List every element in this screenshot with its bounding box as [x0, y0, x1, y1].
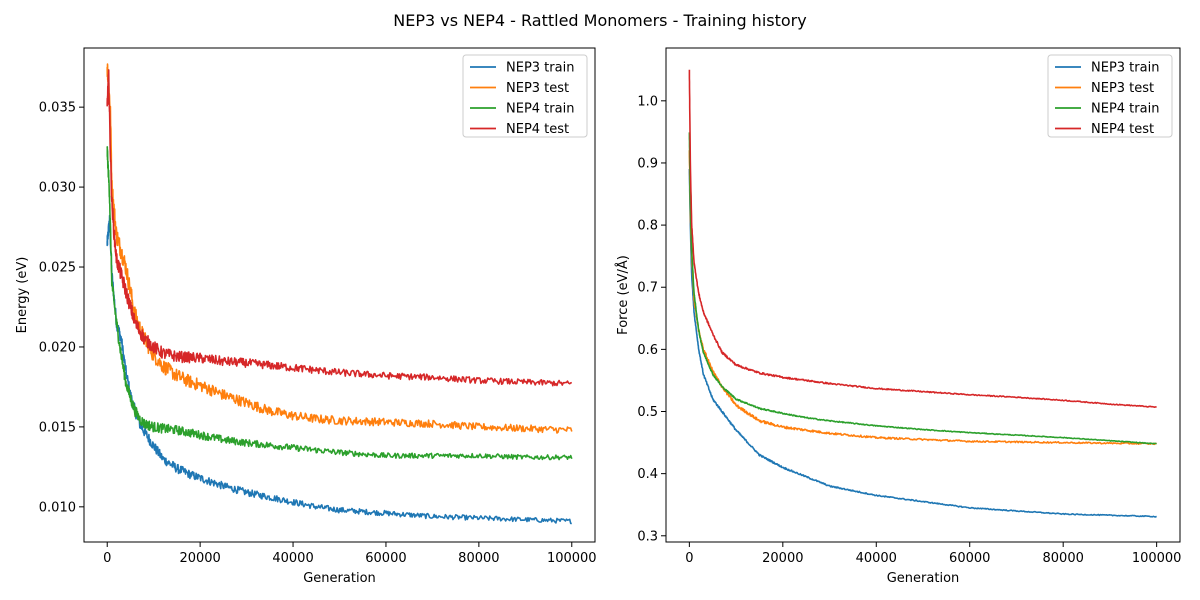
- x-tick-label: 0: [685, 551, 693, 566]
- axes-force: 0 20000 40000 60000 80000 100000 0.3 0.4 0.5 0.6 0…: [615, 47, 1182, 586]
- x-tick-label: 20000: [762, 551, 803, 566]
- x-tick-label: 100000: [1132, 551, 1182, 566]
- legend-label: NEP3 test: [1091, 81, 1154, 96]
- series-line-nep4-train: [106, 146, 573, 461]
- y-tick-label: 0.035: [39, 101, 76, 116]
- series-line-nep3-test: [106, 63, 573, 434]
- legend-label: NEP4 test: [1091, 122, 1154, 137]
- legend-label: NEP3 train: [1091, 61, 1159, 76]
- legend-frame: [1047, 54, 1173, 138]
- y-axis-label: Energy (eV): [15, 257, 30, 334]
- legend-label: NEP3 train: [506, 61, 574, 76]
- y-tick-label: 0.3: [637, 529, 658, 544]
- x-tick-label: 60000: [365, 551, 406, 566]
- series-line-nep3-test: [688, 149, 1157, 446]
- x-tick-label: 80000: [458, 551, 499, 566]
- y-axis-label: Force (eV/Å): [615, 255, 631, 335]
- y-tick-label: 0.9: [637, 156, 658, 171]
- y-tick-label: 0.7: [637, 281, 658, 296]
- x-axis-label: Generation: [887, 571, 960, 586]
- x-axis-label: Generation: [303, 571, 376, 586]
- figure-title: NEP3 vs NEP4 - Rattled Monomers - Traini…: [393, 11, 806, 30]
- axes-frame: [665, 47, 1181, 543]
- axes-frame: [83, 47, 596, 543]
- y-tick-label: 1.0: [637, 94, 658, 109]
- x-tick-label: 60000: [949, 551, 990, 566]
- x-tick-label: 40000: [272, 551, 313, 566]
- y-tick-label: 0.025: [39, 261, 76, 276]
- y-tick-label: 0.6: [637, 343, 658, 358]
- axes-container: 0 20000 40000 60000 80000 100000 0.010 0.015 0.0…: [15, 47, 1182, 586]
- legend-label: NEP4 train: [506, 102, 574, 117]
- x-tick-label: 100000: [547, 551, 597, 566]
- axes-energy: 0 20000 40000 60000 80000 100000 0.010 0.015 0.0…: [15, 47, 597, 586]
- series-line-nep4-test: [688, 69, 1157, 409]
- x-tick-label: 20000: [179, 551, 220, 566]
- series-line-nep3-train: [688, 169, 1157, 518]
- y-tick-label: 0.020: [39, 340, 76, 355]
- y-tick-label: 0.015: [39, 420, 76, 435]
- legend-label: NEP4 test: [506, 122, 569, 137]
- y-tick-label: 0.010: [39, 500, 76, 515]
- y-tick-label: 0.4: [637, 467, 658, 482]
- legend-frame: [462, 54, 588, 138]
- legend: NEP3 train NEP3 test NEP4 train NEP4 test: [462, 54, 588, 138]
- legend-label: NEP3 test: [506, 81, 569, 96]
- plot-area: [688, 69, 1157, 518]
- legend: NEP3 train NEP3 test NEP4 train NEP4 test: [1047, 54, 1173, 138]
- x-tick-label: 40000: [856, 551, 897, 566]
- y-tick-label: 0.030: [39, 181, 76, 196]
- plot-area: [106, 63, 573, 525]
- legend-label: NEP4 train: [1091, 102, 1159, 117]
- x-tick-label: 0: [103, 551, 111, 566]
- x-tick-label: 80000: [1043, 551, 1084, 566]
- series-line-nep4-test: [106, 69, 572, 387]
- series-line-nep4-train: [688, 132, 1157, 445]
- y-tick-label: 0.8: [637, 219, 658, 234]
- y-tick-label: 0.5: [637, 405, 658, 420]
